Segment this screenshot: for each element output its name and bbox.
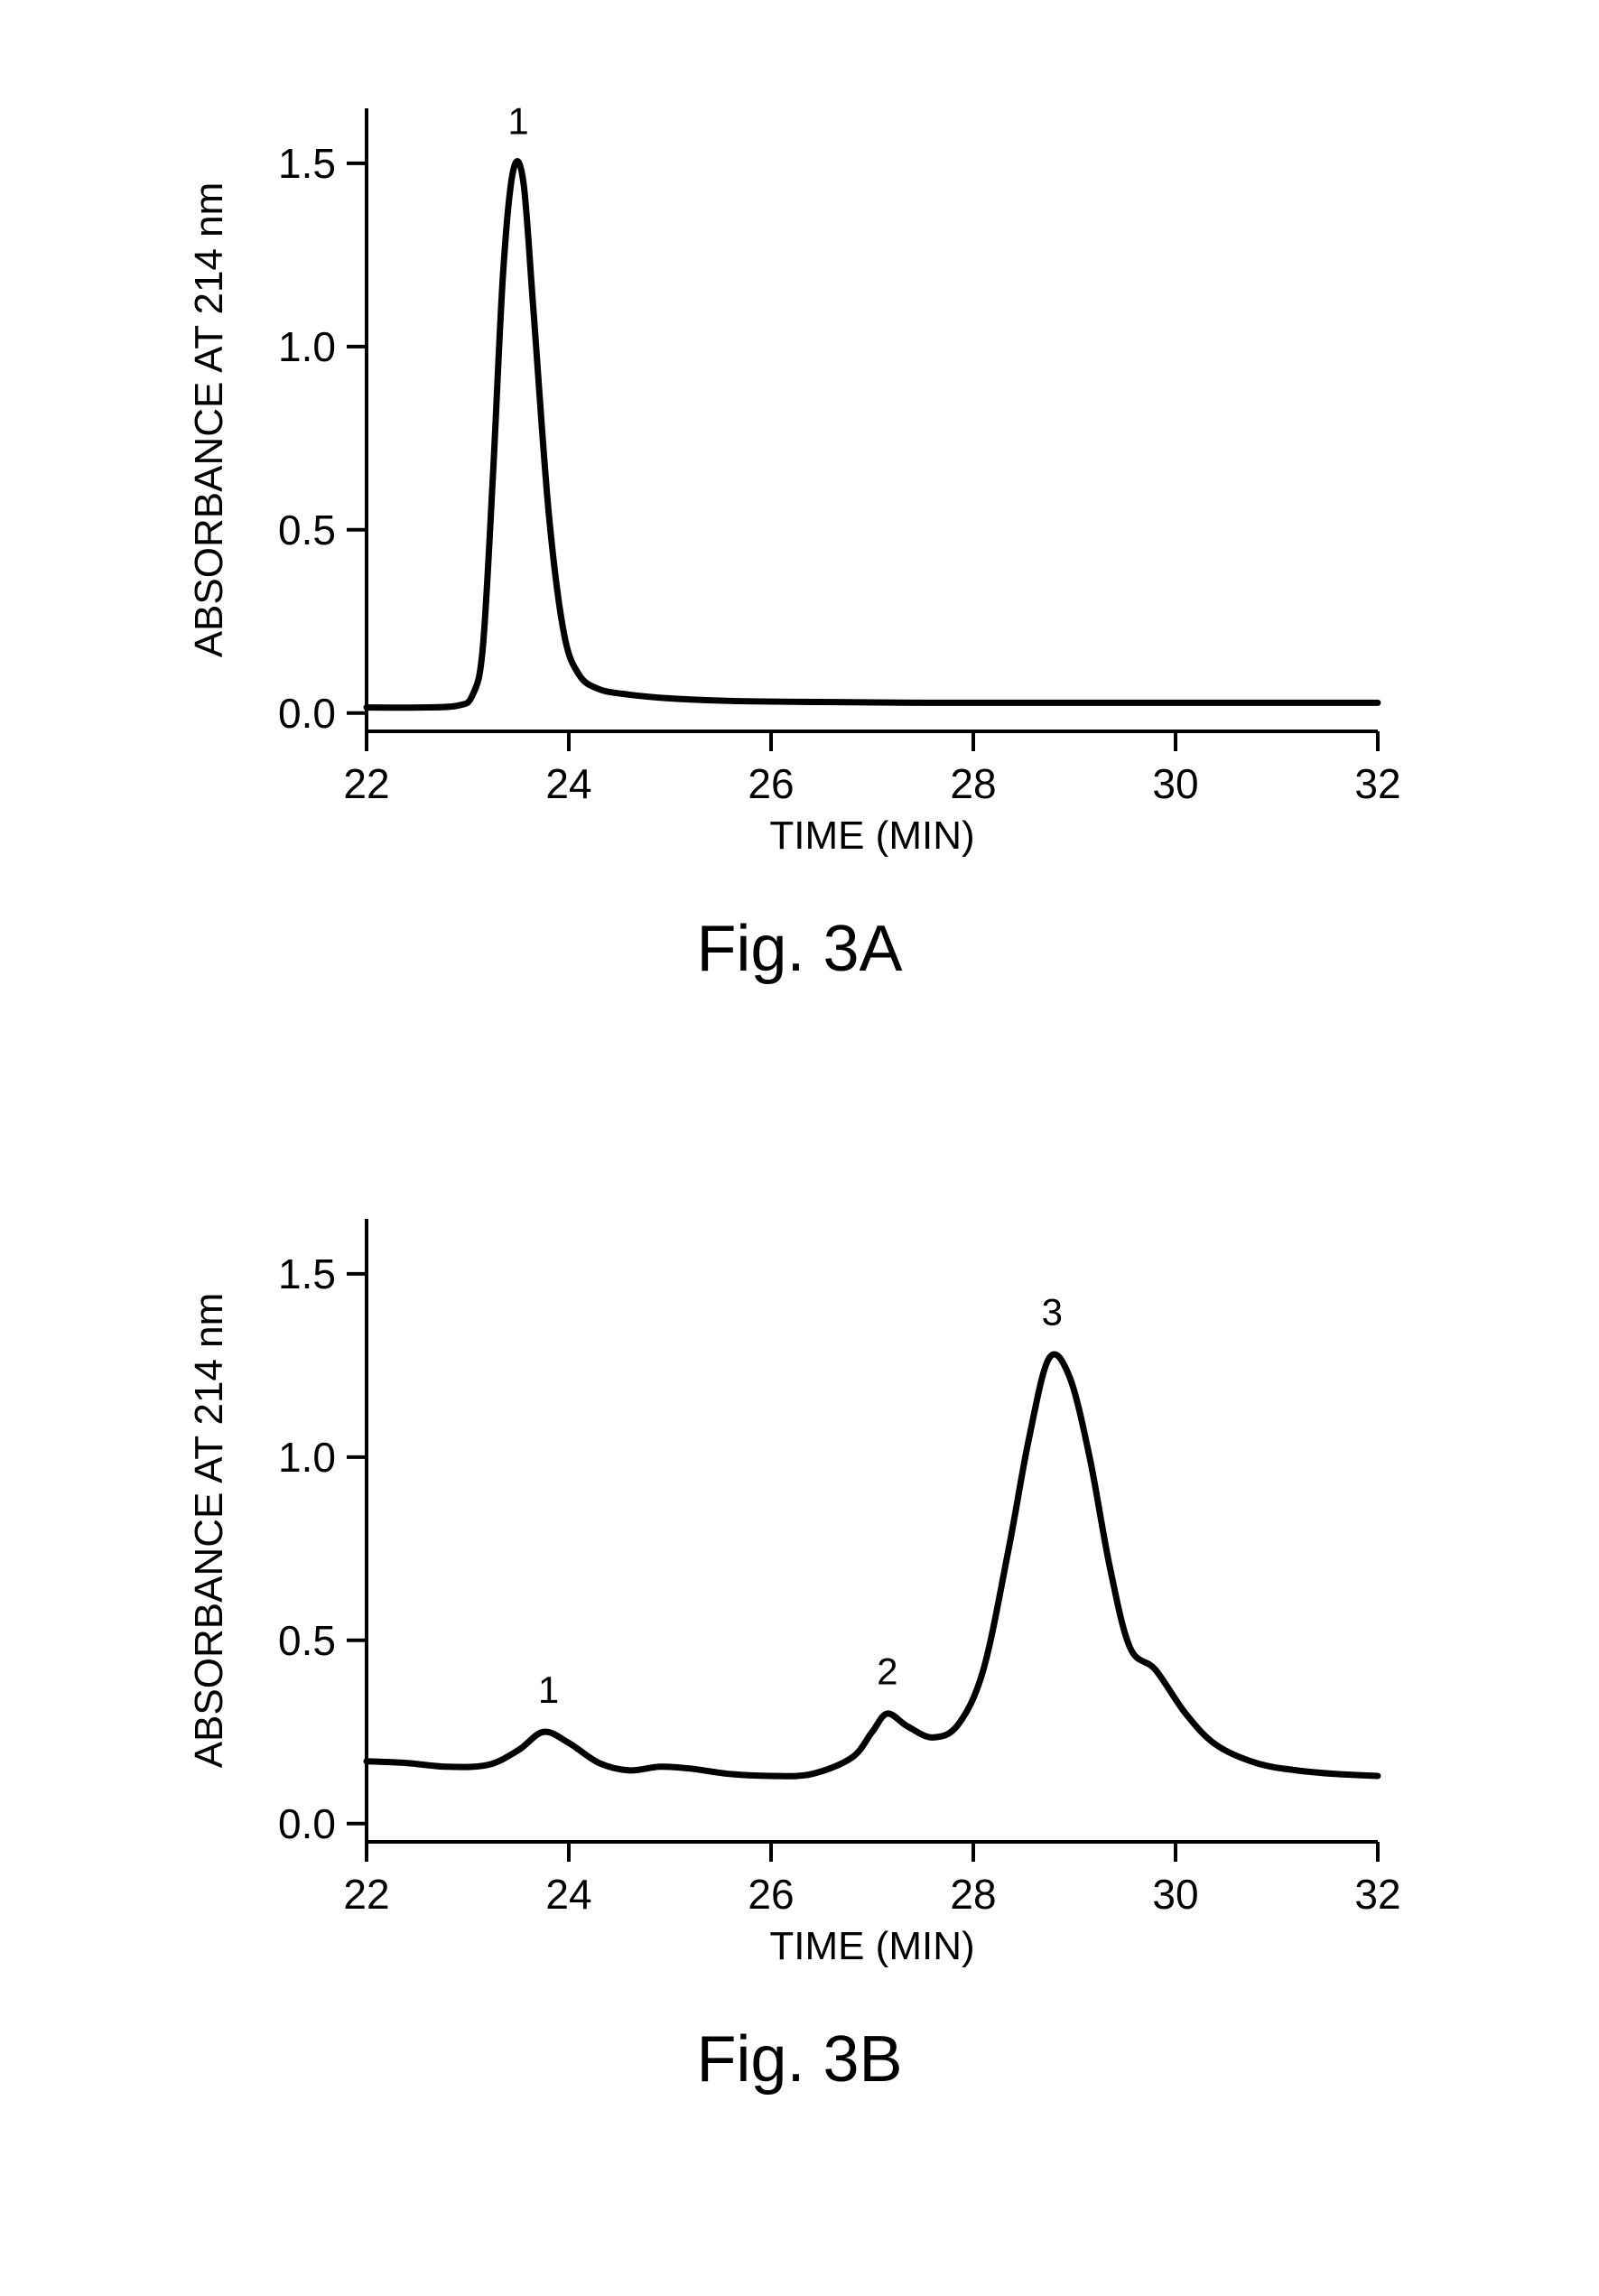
svg-text:26: 26: [748, 1871, 794, 1918]
svg-text:22: 22: [343, 760, 389, 807]
svg-text:0.0: 0.0: [278, 690, 336, 737]
svg-text:TIME (MIN): TIME (MIN): [769, 813, 974, 858]
svg-text:28: 28: [950, 760, 996, 807]
figure-a-svg: 22 24 26 28 30 32 0.0 0.5 1.0 1.5 TIME (MIN) ABSORB…: [168, 54, 1432, 885]
svg-text:24: 24: [545, 760, 591, 807]
svg-text:ABSORBANCE AT 214 nm: ABSORBANCE AT 214 nm: [187, 1293, 231, 1769]
svg-text:1.0: 1.0: [278, 323, 336, 370]
figure-a-caption: Fig. 3A: [0, 912, 1599, 986]
svg-text:30: 30: [1152, 760, 1198, 807]
svg-text:28: 28: [950, 1871, 996, 1918]
svg-text:2: 2: [877, 1650, 897, 1692]
svg-text:ABSORBANCE AT 214 nm: ABSORBANCE AT 214 nm: [187, 182, 231, 658]
svg-text:0.0: 0.0: [278, 1800, 336, 1847]
svg-text:26: 26: [748, 760, 794, 807]
svg-text:1.5: 1.5: [278, 140, 336, 187]
svg-text:3: 3: [1041, 1291, 1062, 1334]
svg-text:32: 32: [1354, 1871, 1400, 1918]
svg-text:32: 32: [1354, 760, 1400, 807]
figure-b-caption: Fig. 3B: [0, 2022, 1599, 2096]
figure-a-block: 22 24 26 28 30 32 0.0 0.5 1.0 1.5 TIME (MIN) ABSORB…: [0, 54, 1599, 986]
figure-b-plot: 2224262830320.00.51.01.5TIME (MIN)ABSORB…: [168, 1165, 1432, 1995]
svg-text:22: 22: [343, 1871, 389, 1918]
svg-text:30: 30: [1152, 1871, 1198, 1918]
svg-text:1.0: 1.0: [278, 1434, 336, 1481]
svg-text:TIME (MIN): TIME (MIN): [769, 1924, 974, 1968]
svg-text:24: 24: [545, 1871, 591, 1918]
svg-text:0.5: 0.5: [278, 1617, 336, 1664]
figure-a-plot: 22 24 26 28 30 32 0.0 0.5 1.0 1.5 TIME (MIN) ABSORB…: [168, 54, 1432, 885]
svg-text:1: 1: [537, 1669, 558, 1711]
svg-text:1.5: 1.5: [278, 1250, 336, 1297]
figure-b-block: 2224262830320.00.51.01.5TIME (MIN)ABSORB…: [0, 1165, 1599, 2096]
svg-text:0.5: 0.5: [278, 507, 336, 553]
figure-b-svg: 2224262830320.00.51.01.5TIME (MIN)ABSORB…: [168, 1165, 1432, 1995]
svg-text:1: 1: [507, 99, 528, 142]
